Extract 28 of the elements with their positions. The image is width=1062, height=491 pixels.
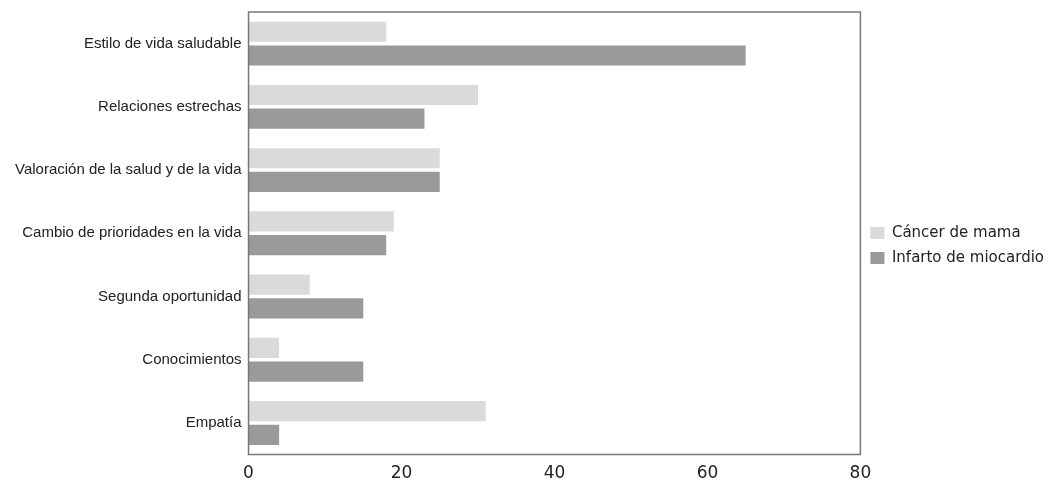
x-tick-label: 60 [696,462,719,483]
bar [248,108,425,129]
y-tick-label: Empatía [185,413,243,431]
x-tick-label: 40 [543,462,566,483]
bar [248,211,394,232]
y-tick-label: Segunda oportunidad [98,286,242,304]
bar [248,424,280,445]
bar [248,45,746,66]
bar [248,171,440,192]
y-tick-label: Estilo de vida saludable [83,33,242,51]
bar [248,84,478,106]
legend-label: Cáncer de mama [891,222,1021,241]
bar [248,361,364,382]
x-tick-label: 80 [849,462,872,483]
y-tick-label: Cambio de prioridades en la vida [22,223,243,241]
y-tick-label: Valoración de la salud y de la vida [15,160,243,178]
bar [248,401,486,422]
bar [248,298,364,319]
bar [248,337,280,358]
y-tick-label: Relaciones estrechas [98,96,242,114]
bar [248,148,440,169]
x-tick-label: 20 [390,462,413,483]
y-tick-label: Conocimientos [142,349,242,367]
legend-label: Infarto de miocardio [891,247,1045,266]
x-tick-label: 0 [243,462,254,483]
bar [248,21,387,42]
bar [248,274,310,295]
bar [248,235,387,256]
